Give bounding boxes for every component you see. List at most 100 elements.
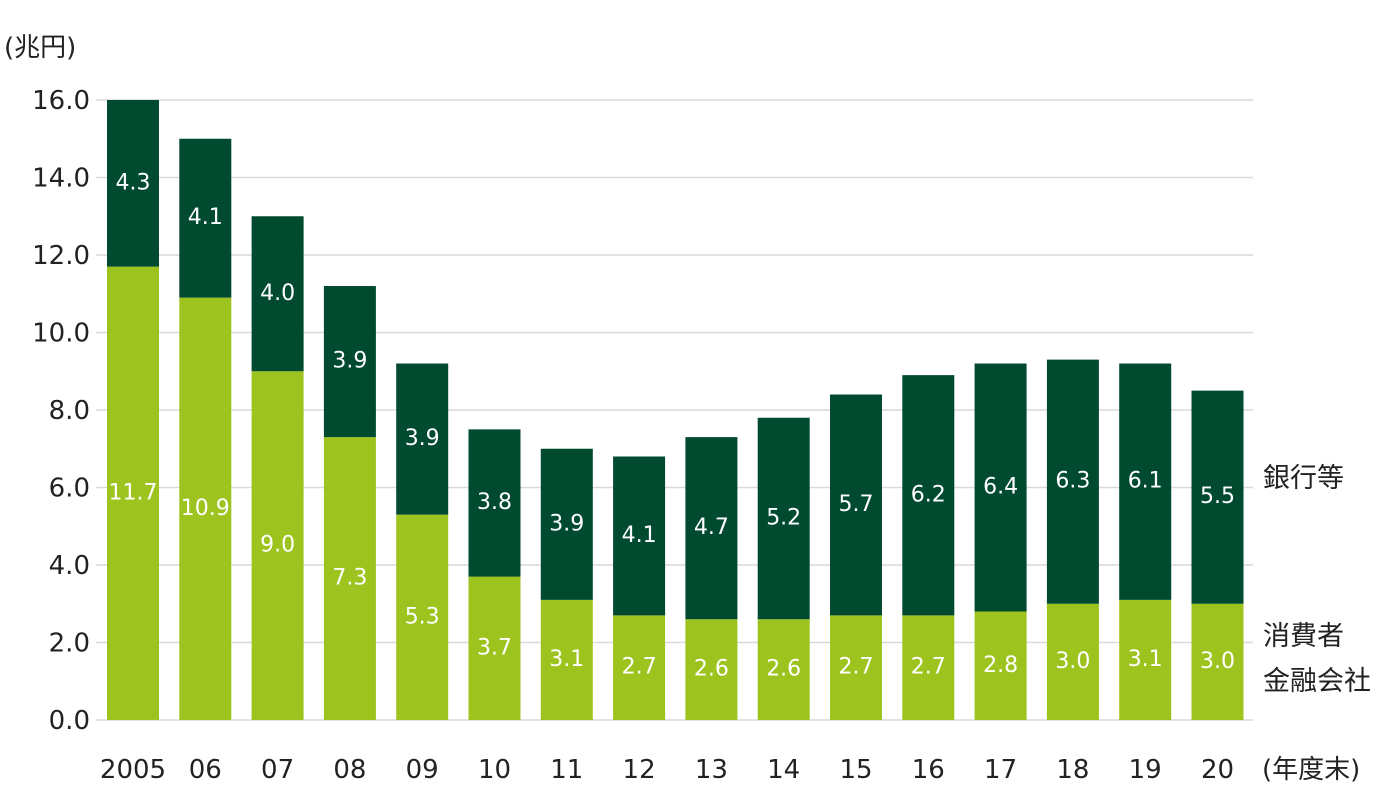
bar-segment-consumer-finance — [757, 619, 810, 720]
data-label: 3.0 — [1200, 649, 1235, 674]
bar-segment-consumer-finance — [613, 615, 666, 720]
x-axis: 2005 06 07 08 09 10 11 12 13 14 15 16 17 18 19 20 — [100, 755, 1234, 785]
data-label: 2.6 — [766, 657, 801, 682]
bar-segment-consumer-finance — [107, 266, 159, 720]
x-tick-label: 2005 — [100, 755, 166, 785]
bar-segment-banks — [1119, 363, 1172, 600]
x-tick-label: 11 — [550, 755, 583, 785]
data-label: 6.1 — [1128, 469, 1163, 494]
data-label: 4.0 — [260, 281, 295, 306]
bar-segment-banks — [1191, 390, 1244, 604]
data-label: 5.5 — [1200, 484, 1235, 509]
data-label: 6.2 — [911, 482, 946, 507]
bar-segment-consumer-finance — [396, 514, 449, 720]
data-label: 9.0 — [260, 533, 295, 558]
data-labels: 11.7 4.3 10.9 4.1 9.0 4.0 7.3 3.9 5.3 3.9 3.7 3.8 3.… — [109, 170, 1235, 681]
y-axis-unit: (兆円) — [4, 33, 76, 63]
legend-banks: 銀行等 — [1263, 463, 1344, 494]
y-tick-label: 4.0 — [49, 551, 90, 581]
y-axis: 0.0 2.0 4.0 6.0 8.0 10.0 12.0 14.0 16.0 — [32, 86, 90, 736]
x-tick-label: 20 — [1201, 755, 1234, 785]
x-tick-label: 17 — [984, 755, 1017, 785]
bar-segment-banks — [757, 417, 810, 620]
bar-segment-consumer-finance — [830, 615, 882, 720]
bar-segment-consumer-finance — [1119, 599, 1172, 720]
bar-segment-banks — [1046, 359, 1099, 604]
data-label: 3.0 — [1055, 649, 1090, 674]
bar-segment-banks — [613, 456, 666, 616]
data-label: 2.6 — [694, 657, 729, 682]
y-tick-label: 0.0 — [49, 706, 90, 736]
data-label: 2.7 — [839, 655, 874, 680]
data-label: 11.7 — [109, 480, 158, 505]
bar-segment-consumer-finance — [974, 611, 1027, 720]
x-tick-label: 06 — [189, 755, 222, 785]
data-label: 6.3 — [1055, 469, 1090, 494]
data-label: 7.3 — [332, 566, 367, 591]
y-tick-label: 12.0 — [32, 241, 90, 271]
bars — [107, 100, 1244, 720]
bar-segment-consumer-finance — [251, 371, 304, 720]
x-tick-label: 08 — [333, 755, 366, 785]
x-tick-label: 10 — [478, 755, 511, 785]
bar-segment-consumer-finance — [685, 619, 738, 720]
data-label: 6.4 — [983, 475, 1018, 500]
data-label: 4.3 — [116, 170, 151, 195]
bar-segment-banks — [396, 363, 449, 515]
bar-segment-banks — [179, 138, 232, 298]
x-tick-label: 18 — [1056, 755, 1089, 785]
bar-segment-banks — [107, 100, 159, 267]
bar-segment-banks — [830, 394, 882, 616]
data-label: 2.7 — [622, 655, 657, 680]
y-tick-label: 10.0 — [32, 319, 90, 349]
y-tick-label: 14.0 — [32, 164, 90, 194]
bar-segment-banks — [902, 375, 955, 616]
data-label: 10.9 — [181, 496, 230, 521]
data-label: 3.9 — [332, 349, 367, 374]
data-label: 3.1 — [1128, 647, 1163, 672]
bar-segment-consumer-finance — [902, 615, 955, 720]
bar-segment-banks — [323, 286, 376, 438]
y-tick-label: 2.0 — [49, 629, 90, 659]
x-tick-label: 19 — [1129, 755, 1162, 785]
bar-segment-banks — [251, 216, 304, 372]
data-label: 3.9 — [549, 511, 584, 536]
y-tick-label: 8.0 — [49, 396, 90, 426]
data-label: 4.7 — [694, 515, 729, 540]
y-tick-label: 16.0 — [32, 86, 90, 116]
bar-segment-banks — [974, 363, 1027, 612]
bar-segment-consumer-finance — [1191, 603, 1244, 720]
legend-consumer-finance: 消費者 — [1263, 621, 1344, 652]
bar-segment-consumer-finance — [179, 297, 232, 720]
data-label: 3.9 — [405, 426, 440, 451]
bar-segment-banks — [685, 437, 738, 620]
x-tick-label: 13 — [695, 755, 728, 785]
legend-consumer-finance: 金融会社 — [1263, 666, 1371, 697]
data-label: 5.2 — [766, 506, 801, 531]
data-label: 3.8 — [477, 490, 512, 515]
bar-segment-banks — [468, 429, 521, 577]
x-tick-label: 12 — [623, 755, 656, 785]
bar-segment-consumer-finance — [1046, 603, 1099, 720]
data-label: 5.3 — [405, 604, 440, 629]
x-axis-unit: (年度末) — [1262, 755, 1360, 785]
bar-segment-banks — [540, 448, 593, 600]
x-tick-label: 16 — [912, 755, 945, 785]
bar-segment-consumer-finance — [540, 599, 593, 720]
data-label: 2.8 — [983, 653, 1018, 678]
data-label: 4.1 — [622, 523, 657, 548]
data-label: 2.7 — [911, 655, 946, 680]
bar-segment-consumer-finance — [468, 576, 521, 720]
data-label: 3.1 — [549, 647, 584, 672]
data-label: 3.7 — [477, 635, 512, 660]
y-tick-label: 6.0 — [49, 474, 90, 504]
x-tick-label: 14 — [767, 755, 800, 785]
x-tick-label: 15 — [839, 755, 872, 785]
x-tick-label: 09 — [406, 755, 439, 785]
bar-segment-consumer-finance — [323, 437, 376, 720]
data-label: 4.1 — [188, 205, 223, 230]
data-label: 5.7 — [839, 492, 874, 517]
x-tick-label: 07 — [261, 755, 294, 785]
